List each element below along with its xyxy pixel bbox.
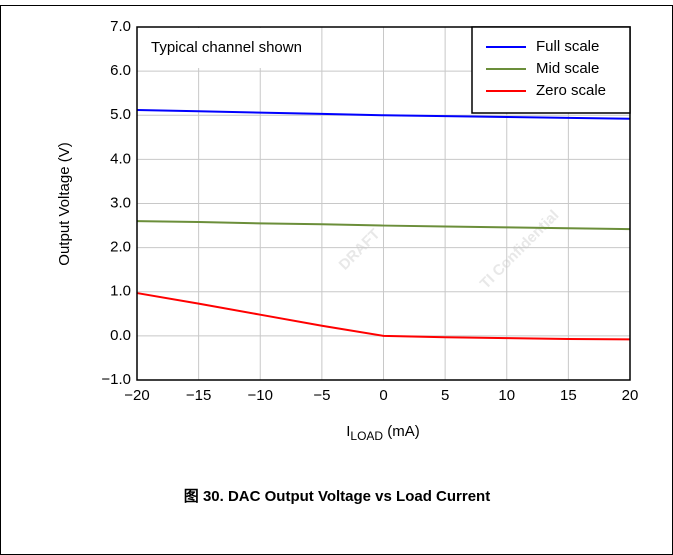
x-tick-label: 20	[622, 387, 639, 404]
y-tick-label: 4.0	[110, 150, 131, 167]
x-tick-label: −15	[186, 387, 211, 404]
plot-border	[136, 26, 631, 381]
x-tick-label: 10	[498, 387, 515, 404]
series-line	[136, 220, 631, 231]
legend-label: Full scale	[536, 38, 599, 55]
x-tick-label: −20	[124, 387, 149, 404]
y-tick-label: 1.0	[110, 283, 131, 300]
x-tick-label: 0	[379, 387, 387, 404]
y-tick-label: 5.0	[110, 106, 131, 123]
y-tick-label: −1.0	[101, 371, 131, 388]
y-tick-label: 7.0	[110, 18, 131, 35]
chart-title: 图 30. DAC Output Voltage vs Load Current	[184, 488, 490, 505]
watermark-text: DRAFT	[336, 226, 384, 274]
plot: −1.0 0.0 1.0 2.0 3.0 4.0 5.0 6.0 7.0 −20 −15 −10 −5 0…	[101, 18, 638, 404]
x-axis-label-sub: LOAD	[350, 429, 383, 443]
annotation: Typical channel shown	[151, 39, 302, 56]
x-tick-label: −10	[248, 387, 273, 404]
x-axis-label-unit: (mA)	[383, 423, 420, 440]
y-tick-label: 6.0	[110, 62, 131, 79]
watermark: DRAFT TI Confidential	[336, 207, 563, 293]
y-tick-label: 0.0	[110, 327, 131, 344]
x-axis-label: ILOAD (mA)	[346, 423, 420, 443]
x-tick-label: −5	[313, 387, 330, 404]
legend-label: Zero scale	[536, 82, 606, 99]
series-line	[136, 108, 631, 120]
x-tick-label: 5	[441, 387, 449, 404]
y-tick-label: 3.0	[110, 194, 131, 211]
annotation-box	[138, 28, 317, 68]
y-tick-label: 2.0	[110, 239, 131, 256]
x-tick-label: 15	[560, 387, 577, 404]
x-axis-label-main: I	[346, 423, 350, 440]
y-axis-label: Output Voltage (V)	[56, 142, 73, 265]
legend-label: Mid scale	[536, 60, 599, 77]
series-line	[136, 292, 631, 341]
watermark-text: TI Confidential	[477, 207, 563, 293]
